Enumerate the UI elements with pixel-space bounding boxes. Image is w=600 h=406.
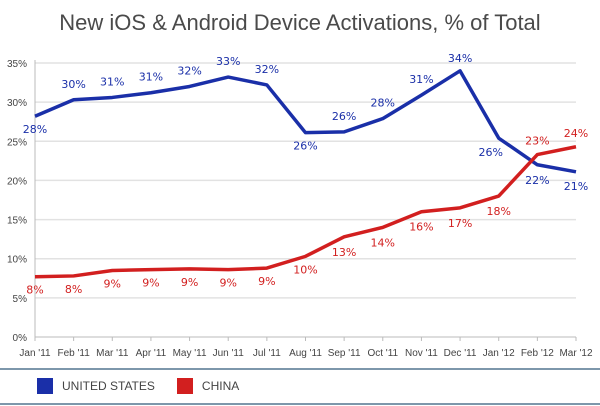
y-tick-label: 35% [7, 59, 27, 70]
data-label: 9% [181, 276, 198, 289]
data-label: 9% [142, 277, 159, 290]
data-label: 23% [525, 135, 549, 148]
x-tick-label: Mar '12 [559, 348, 592, 359]
data-label: 9% [104, 277, 121, 290]
data-label: 16% [409, 221, 433, 234]
data-label: 26% [332, 110, 356, 123]
x-tick-label: Mar '11 [96, 348, 129, 359]
x-tick-label: Sep '11 [328, 348, 361, 359]
chart-title: New iOS & Android Device Activations, % … [59, 10, 541, 35]
x-tick-label: Jan '12 [483, 348, 515, 359]
data-label: 24% [564, 127, 588, 140]
legend-divider-bottom [0, 403, 600, 405]
data-label: 26% [293, 140, 317, 153]
y-tick-label: 30% [7, 98, 27, 109]
y-tick-label: 25% [7, 137, 27, 148]
x-tick-label: Feb '11 [57, 348, 90, 359]
x-tick-label: May '11 [173, 348, 207, 359]
data-label: 26% [478, 146, 502, 159]
legend-divider-top [0, 368, 600, 370]
y-tick-label: 15% [7, 216, 27, 227]
legend: UNITED STATES CHINA [37, 370, 261, 402]
legend-label-china: CHINA [201, 379, 240, 393]
x-tick-label: Apr '11 [136, 348, 167, 359]
x-tick-label: Jan '11 [19, 348, 51, 359]
data-label: 22% [525, 174, 549, 187]
x-tick-label: Nov '11 [405, 348, 438, 359]
data-label: 32% [177, 64, 201, 77]
data-label: 30% [61, 78, 85, 91]
y-tick-label: 0% [13, 333, 28, 344]
data-label: 31% [100, 75, 124, 88]
x-tick-label: Dec '11 [444, 348, 477, 359]
y-tick-label: 10% [7, 255, 27, 266]
legend-swatch-us [37, 378, 53, 394]
legend-label-us: UNITED STATES [62, 379, 155, 393]
x-tick-label: Jun '11 [213, 348, 245, 359]
data-label: 13% [332, 246, 356, 259]
data-label: 21% [564, 180, 588, 193]
data-label: 31% [139, 71, 163, 84]
legend-item-us: UNITED STATES [37, 378, 155, 394]
data-label: 8% [65, 283, 82, 296]
data-label: 10% [293, 263, 317, 276]
data-label: 33% [216, 55, 240, 68]
data-label: 18% [486, 205, 510, 218]
x-tick-label: Feb '12 [521, 348, 554, 359]
data-label: 9% [258, 275, 275, 288]
legend-swatch-china [176, 378, 193, 394]
series-line-us [34, 69, 577, 174]
data-label: 28% [371, 97, 395, 110]
y-tick-label: 5% [13, 294, 28, 305]
data-label: 34% [448, 52, 472, 65]
x-tick-label: Jul '11 [253, 348, 281, 359]
y-tick-label: 20% [7, 176, 27, 187]
x-tick-label: Aug '11 [289, 348, 322, 359]
data-label: 8% [26, 284, 43, 297]
x-tick-label: Oct '11 [367, 348, 398, 359]
data-label: 9% [219, 277, 236, 290]
data-label: 17% [448, 217, 472, 230]
data-label: 14% [371, 236, 395, 249]
data-label: 28% [23, 123, 47, 136]
legend-item-china: CHINA [176, 378, 240, 394]
data-label: 31% [409, 73, 433, 86]
series-line-china [34, 145, 577, 279]
data-label: 32% [255, 63, 279, 76]
